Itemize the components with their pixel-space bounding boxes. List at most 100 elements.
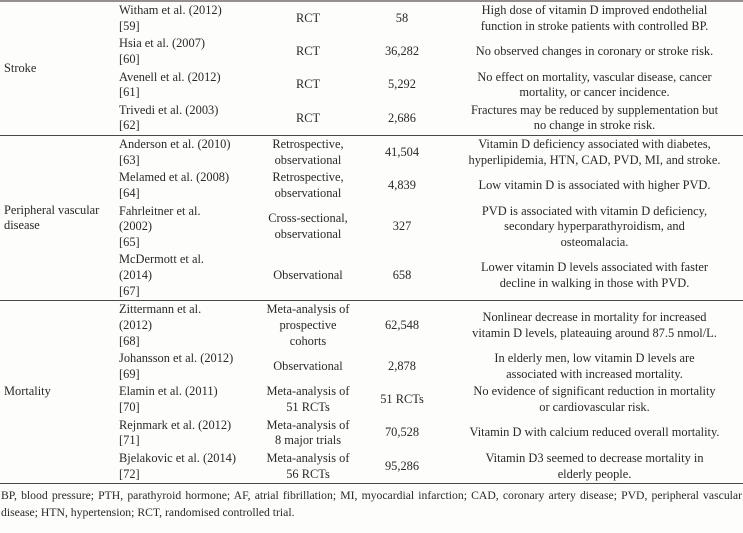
- study-type-cell-line: 51 RCTs: [286, 400, 330, 414]
- sample-size-cell-line: 658: [392, 268, 412, 282]
- finding-cell-line: Vitamin D with calcium reduced overall m…: [469, 425, 720, 440]
- finding-cell-line: Fractures may be reduced by supplementat…: [470, 102, 719, 117]
- study-cell: Melamed et al. (2008) [64]: [113, 169, 258, 202]
- study-type-cell-line: 56 RCTs: [286, 466, 330, 481]
- study-type-cell: Cross-sectional, observational: [258, 203, 358, 252]
- study-type-cell-line: Observational: [273, 268, 343, 282]
- finding-cell-line: no change in stroke risk.: [533, 118, 656, 133]
- study-cell-line: [62]: [119, 118, 140, 133]
- table-row: Rejnmark et al. (2012) [71] Meta-analysis …: [0, 417, 743, 450]
- study-cell: McDermott et al. (2014) [67]: [113, 251, 258, 300]
- study-type-cell: Observational: [258, 350, 358, 383]
- category-cell-peripheral-vascular-disease: Peripheral vascular disease: [0, 134, 113, 301]
- finding-cell: No effect on mortality, vascular disease…: [446, 69, 743, 102]
- table-row: Trivedi et al. (2003) [62] RCT 2,686 Fractur…: [0, 102, 743, 136]
- finding-cell-line: vitamin D levels, plateauing around 87.5…: [472, 325, 717, 340]
- sample-size-cell: 58: [358, 0, 446, 36]
- study-cell: Witham et al. (2012) [59]: [113, 0, 258, 36]
- study-cell-line: [71]: [119, 433, 140, 448]
- table-footnote: BP, blood pressure; PTH, parathyroid hor…: [1, 489, 742, 519]
- study-cell-line: [68]: [119, 333, 140, 348]
- study-type-cell-line: Meta-analysis of: [266, 450, 350, 465]
- study-cell-line: (2012): [119, 317, 153, 332]
- study-type-cell: Retrospective, observational: [258, 169, 358, 202]
- study-cell: Zittermann et al. (2012) [68]: [113, 300, 258, 351]
- study-cell-line: Bjelakovic et al. (2014): [119, 450, 236, 465]
- finding-cell: Vitamin D with calcium reduced overall m…: [446, 417, 743, 450]
- finding-cell-line: No evidence of significant reduction in …: [473, 384, 716, 399]
- study-type-cell-line: Retrospective,: [272, 137, 344, 151]
- finding-cell: Lower vitamin D levels associated with f…: [446, 251, 743, 300]
- study-cell-line: [70]: [119, 400, 140, 414]
- study-cell-line: (2014): [119, 268, 153, 282]
- study-cell-line: McDermott et al.: [119, 252, 204, 267]
- finding-cell-line: In elderly men, low vitamin D levels are: [494, 351, 695, 366]
- study-type-cell: RCT: [258, 102, 358, 136]
- sample-size-cell: 62,548: [358, 300, 446, 351]
- sample-size-cell-line: 2,686: [388, 110, 416, 125]
- table-row: Peripheral vascular disease Anderson et a…: [0, 134, 743, 301]
- finding-cell: No observed changes in coronary or strok…: [446, 35, 743, 68]
- study-cell: Rejnmark et al. (2012) [71]: [113, 417, 258, 450]
- finding-cell-line: Low vitamin D is associated with higher …: [478, 178, 711, 193]
- study-type-cell-line: RCT: [295, 110, 321, 125]
- study-type-cell-line: Retrospective,: [272, 170, 344, 185]
- sample-size-cell: 2,686: [358, 102, 446, 136]
- study-cell: Anderson et al. (2010) [63]: [113, 135, 258, 170]
- sample-size-cell: 2,878: [358, 350, 446, 383]
- study-type-cell: RCT: [258, 69, 358, 102]
- finding-cell-line: Vitamin D deficiency associated with dia…: [478, 137, 711, 151]
- finding-cell-line: No effect on mortality, vascular disease…: [477, 69, 712, 84]
- study-type-cell-line: 8 major trials: [274, 433, 342, 448]
- study-cell: Trivedi et al. (2003) [62]: [113, 102, 258, 136]
- sample-size-cell-line: 70,528: [384, 425, 420, 440]
- study-cell-line: Zittermann et al.: [119, 302, 202, 317]
- study-cell-line: Trivedi et al. (2003): [119, 102, 219, 117]
- table-row: Johansson et al. (2012) [69] Observational…: [0, 350, 743, 383]
- finding-cell: Vitamin D deficiency associated with dia…: [446, 135, 743, 170]
- sample-size-cell: 51 RCTs: [358, 383, 446, 416]
- study-cell-line: [67]: [119, 283, 140, 298]
- sample-size-cell-line: 2,878: [388, 358, 416, 373]
- finding-cell-line: osteomalacia.: [560, 234, 629, 249]
- sample-size-cell: 5,292: [358, 69, 446, 102]
- finding-cell: Low vitamin D is associated with higher …: [446, 169, 743, 202]
- study-cell-line: Rejnmark et al. (2012): [119, 417, 232, 432]
- study-type-cell: Observational: [258, 251, 358, 300]
- study-type-cell-line: observational: [274, 152, 342, 167]
- study-cell: Elamin et al. (2011) [70]: [113, 383, 258, 416]
- study-cell-line: [69]: [119, 366, 140, 381]
- finding-cell-line: associated with increased mortality.: [506, 366, 683, 381]
- sample-size-cell: 41,504: [358, 135, 446, 170]
- sample-size-cell: 70,528: [358, 417, 446, 450]
- study-type-cell-line: Cross-sectional,: [268, 211, 348, 226]
- sample-size-cell-line: 4,839: [388, 178, 416, 193]
- finding-cell-line: or cardiovascular risk.: [539, 400, 650, 414]
- study-cell-line: [61]: [119, 85, 140, 100]
- finding-cell-line: secondary hyperparathyroidism, and: [504, 219, 685, 234]
- sample-size-cell: 658: [358, 251, 446, 300]
- study-cell-line: Elamin et al. (2011): [119, 384, 218, 399]
- sample-size-cell-line: 327: [392, 219, 412, 234]
- table-row: Bjelakovic et al. (2014) [72] Meta-analysi…: [0, 450, 743, 484]
- finding-cell: No evidence of significant reduction in …: [446, 383, 743, 416]
- table-row: Hsia et al. (2007) [60] RCT 36,282 No observ…: [0, 35, 743, 68]
- study-type-cell-line: RCT: [295, 44, 321, 59]
- paper-table-page: Stroke Witham et al. (2012) [59] RCT 58 High …: [0, 0, 743, 519]
- sample-size-cell-line: 36,282: [384, 44, 420, 59]
- study-cell-line: [59]: [119, 18, 140, 33]
- study-type-cell-line: observational: [274, 185, 342, 200]
- sample-size-cell: 4,839: [358, 169, 446, 202]
- table-row: Avenell et al. (2012) [61] RCT 5,292 No effe…: [0, 69, 743, 102]
- study-type-cell: Meta-analysis of prospective cohorts: [258, 300, 358, 351]
- finding-cell-line: function in stroke patients with control…: [480, 18, 709, 33]
- sample-size-cell-line: 95,286: [384, 458, 420, 473]
- finding-cell-line: Nonlinear decrease in mortality for incr…: [482, 310, 707, 325]
- finding-cell-line: mortality, or cancer incidence.: [519, 85, 670, 100]
- study-cell-line: Anderson et al. (2010): [119, 137, 231, 151]
- study-type-cell-line: Observational: [273, 358, 343, 373]
- study-type-cell: Meta-analysis of 56 RCTs: [258, 450, 358, 484]
- study-cell-line: Witham et al. (2012): [119, 3, 222, 17]
- finding-cell: Vitamin D3 seemed to decrease mortality …: [446, 450, 743, 484]
- sample-size-cell-line: 41,504: [384, 144, 420, 159]
